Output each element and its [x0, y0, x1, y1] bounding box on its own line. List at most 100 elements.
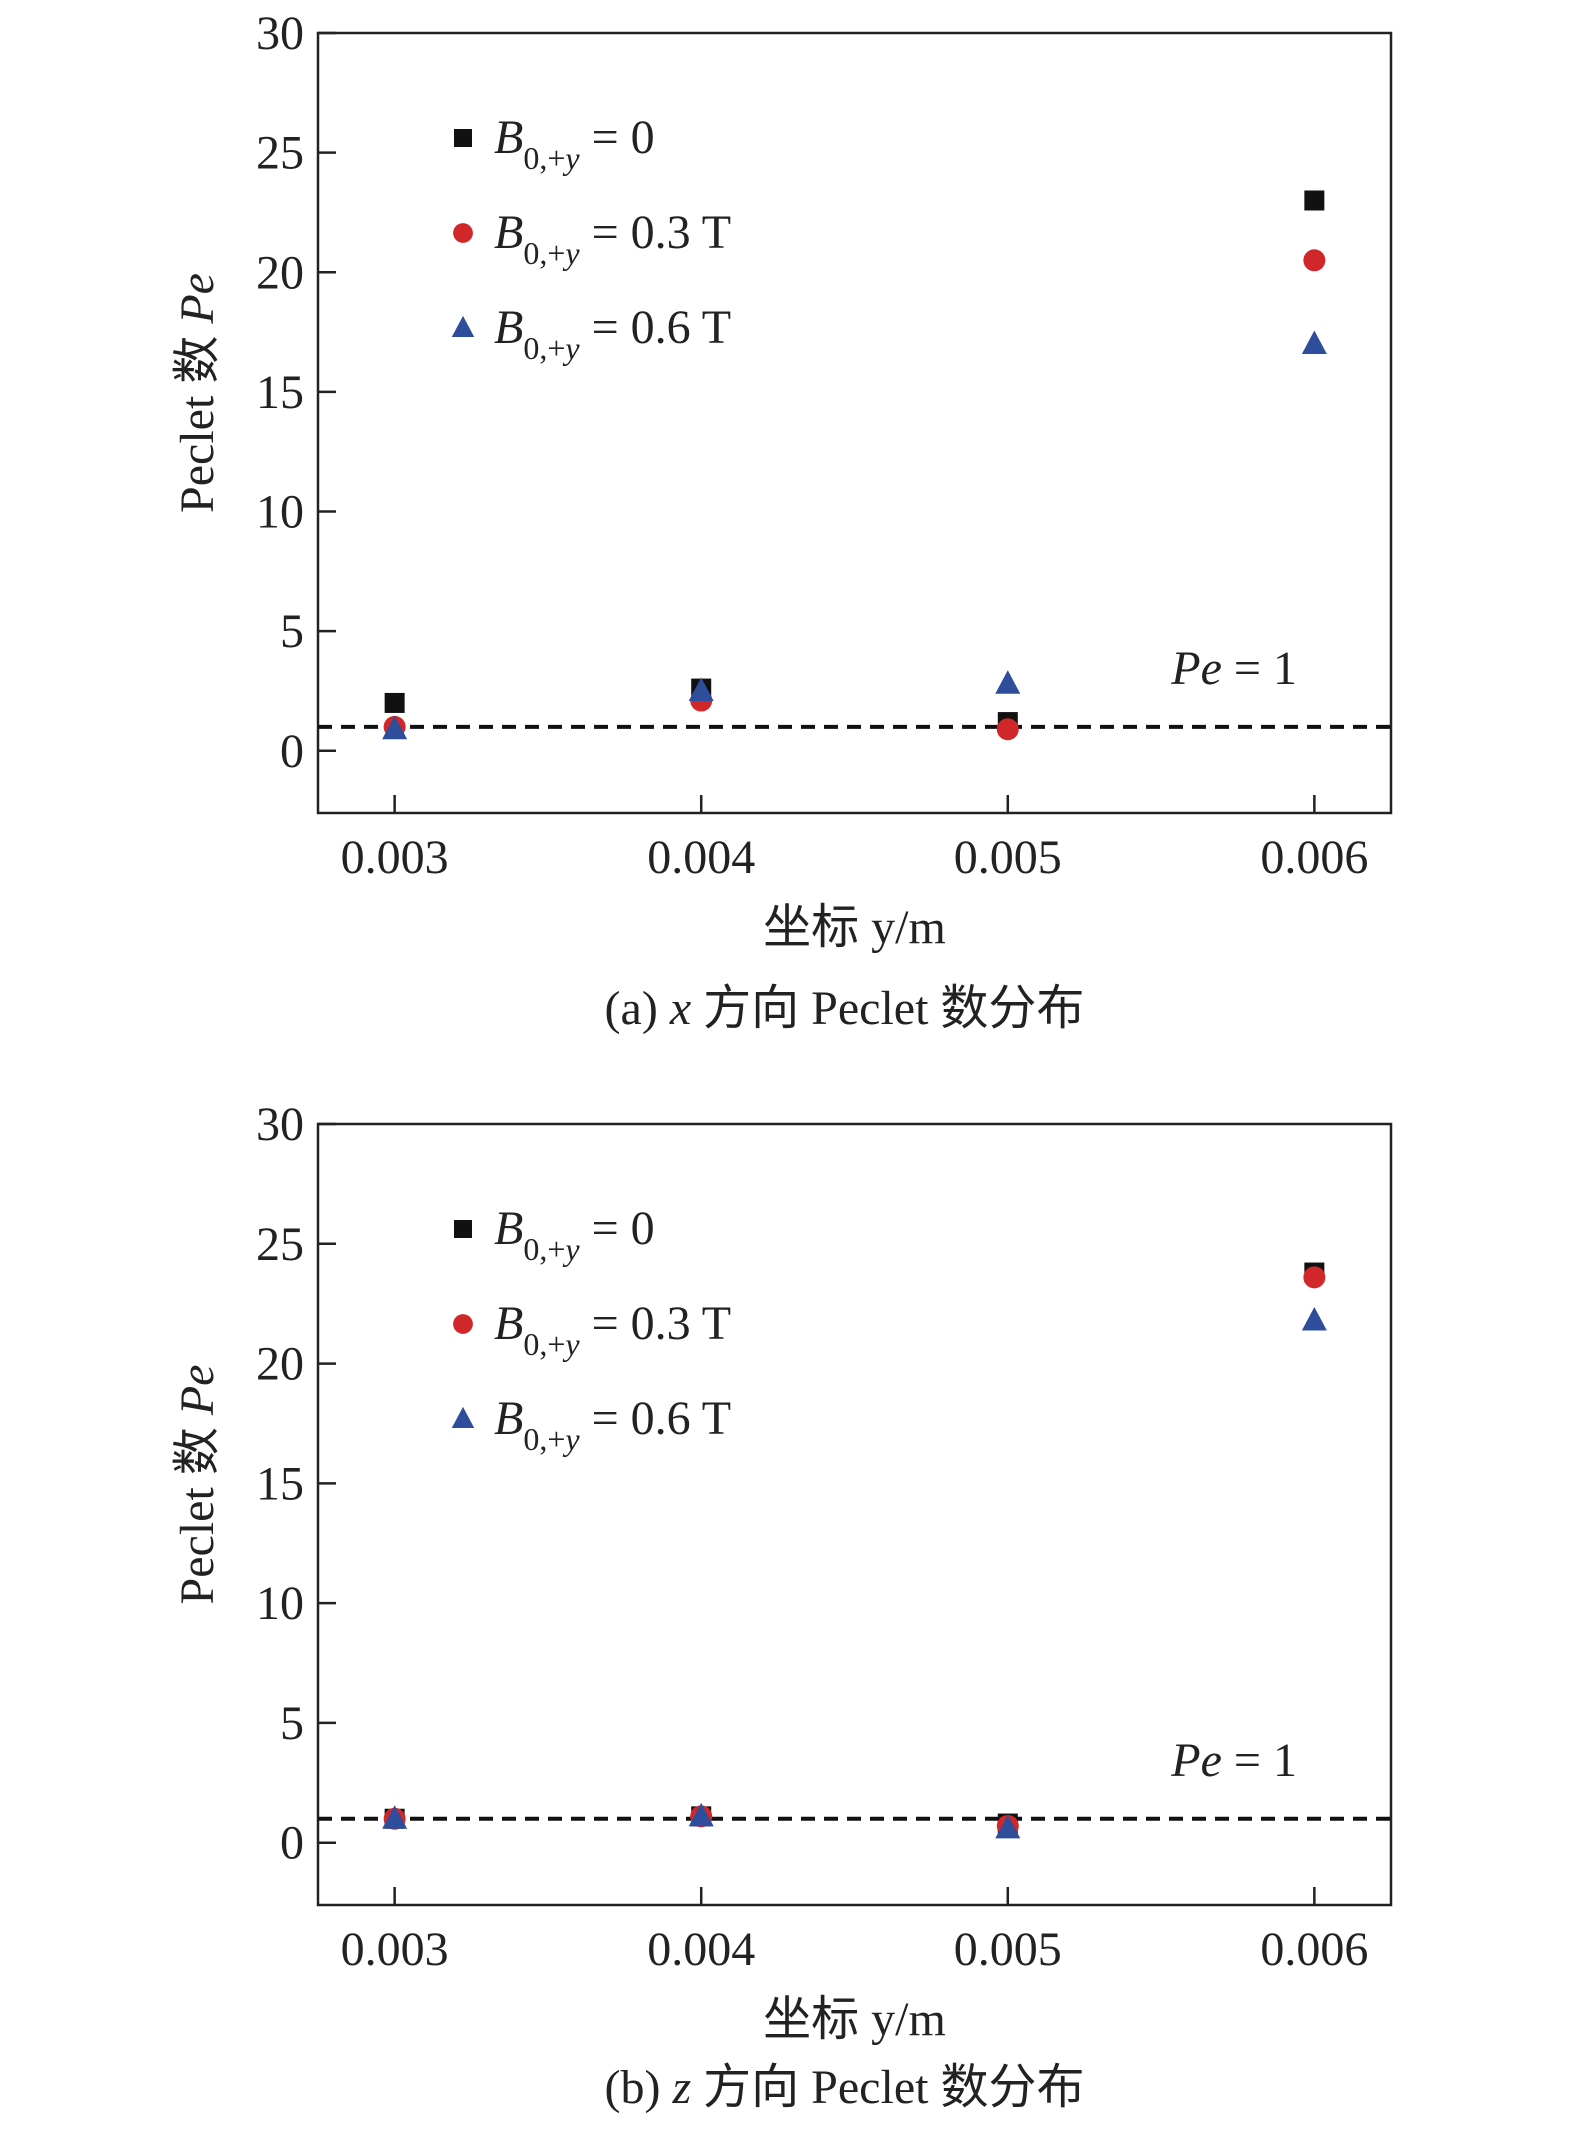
legend-symbol: B — [494, 206, 523, 259]
caption-var: z — [671, 2061, 691, 2114]
y-tick-label: 0 — [280, 1817, 304, 1870]
legend-label: B0,+y = 0.6 T — [494, 301, 731, 366]
x-tick-label: 0.003 — [341, 831, 449, 884]
data-point-triangle — [688, 677, 714, 701]
y-tick-label: 10 — [256, 486, 304, 539]
y-label-var: Pe — [171, 1365, 224, 1417]
plot-frame — [316, 31, 1393, 815]
y-tick-label: 30 — [256, 7, 304, 60]
legend-subscript: 0,+ — [523, 1231, 565, 1267]
legend-subscript: 0,+ — [523, 235, 565, 271]
legend-value: = 0 — [580, 1202, 655, 1255]
y-tick-label: 15 — [256, 1457, 304, 1510]
y-tick-label: 30 — [256, 1098, 304, 1151]
figure-caption: (a) x 方向 Peclet 数分布 — [605, 982, 1085, 1035]
caption-prefix: (a) — [605, 982, 670, 1035]
legend-subscript: 0,+ — [523, 330, 565, 366]
x-tick-label: 0.005 — [954, 1923, 1062, 1976]
data-point-triangle — [995, 1814, 1021, 1839]
legend-subscript-var: y — [562, 1326, 580, 1362]
x-tick-label: 0.003 — [341, 1923, 449, 1976]
data-point-triangle — [1301, 1306, 1327, 1331]
x-tick-label: 0.006 — [1260, 1923, 1368, 1976]
legend-item: B0,+y = 0 — [454, 111, 655, 176]
data-point-triangle — [382, 715, 408, 740]
legend-value: = 0.6 T — [580, 301, 732, 354]
legend-subscript-var: y — [562, 330, 580, 366]
legend-symbol: B — [494, 111, 523, 164]
legend-label: B0,+y = 0.3 T — [494, 1297, 731, 1362]
legend-label: B0,+y = 0.6 T — [494, 1392, 731, 1457]
legend-item: B0,+y = 0.6 T — [451, 1392, 731, 1457]
y-axis-label: Peclet 数 Pe — [171, 273, 224, 513]
plot-frame — [316, 1122, 1393, 1907]
legend-value: = 0.3 T — [580, 1297, 732, 1350]
y-axis-label: Peclet 数 Pe — [171, 1365, 224, 1605]
legend-value: = 0 — [580, 111, 655, 164]
legend-value: = 0.6 T — [580, 1392, 732, 1445]
legend-subscript: 0,+ — [523, 140, 565, 176]
x-axis-label: 坐标 y/m — [763, 1993, 946, 2046]
legend-subscript: 0,+ — [523, 1421, 565, 1457]
data-point-triangle — [995, 670, 1021, 694]
caption-var: x — [669, 982, 691, 1035]
legend-subscript-var: y — [562, 1421, 580, 1457]
caption-suffix: 方向 Peclet 数分布 — [691, 2061, 1084, 2114]
legend-subscript: 0,+ — [523, 1326, 565, 1362]
data-point-square — [384, 692, 405, 713]
reference-line-label: Pe = 1 — [1170, 1734, 1297, 1787]
legend-item: B0,+y = 0.3 T — [453, 1297, 731, 1362]
caption-prefix: (b) — [605, 2061, 673, 2114]
data-point-square — [1304, 190, 1325, 211]
data-point-triangle — [1301, 330, 1327, 355]
figure-caption: (b) z 方向 Peclet 数分布 — [605, 2061, 1085, 2114]
y-tick-label: 25 — [256, 1218, 304, 1271]
y-tick-label: 20 — [256, 1338, 304, 1391]
legend-item: B0,+y = 0.3 T — [453, 206, 731, 271]
reference-label-var: Pe — [1170, 642, 1222, 695]
y-tick-label: 20 — [256, 246, 304, 299]
legend-item: B0,+y = 0 — [454, 1202, 655, 1267]
data-point-circle — [1303, 1266, 1326, 1289]
caption-suffix: 方向 Peclet 数分布 — [691, 982, 1084, 1035]
legend-marker-circle — [453, 223, 473, 243]
x-tick-label: 0.006 — [1260, 831, 1368, 884]
legend-symbol: B — [494, 1202, 523, 1255]
legend-item: B0,+y = 0.6 T — [451, 301, 731, 366]
legend-symbol: B — [494, 1392, 523, 1445]
x-tick-label: 0.004 — [647, 831, 755, 884]
legend-symbol: B — [494, 1297, 523, 1350]
data-point-triangle — [688, 1802, 714, 1827]
data-point-triangle — [382, 1805, 408, 1829]
legend-subscript-var: y — [562, 1231, 580, 1267]
legend-marker-circle — [453, 1314, 473, 1334]
reference-label-var: Pe — [1170, 1734, 1222, 1787]
legend-label: B0,+y = 0.3 T — [494, 206, 731, 271]
x-tick-label: 0.005 — [954, 831, 1062, 884]
reference-label-rest: = 1 — [1222, 1734, 1297, 1787]
x-tick-label: 0.004 — [647, 1923, 755, 1976]
y-tick-label: 10 — [256, 1577, 304, 1630]
legend-value: = 0.3 T — [580, 206, 732, 259]
y-tick-label: 15 — [256, 366, 304, 419]
legend-label: B0,+y = 0 — [494, 111, 655, 176]
x-axis-label: 坐标 y/m — [763, 901, 946, 954]
legend-label: B0,+y = 0 — [494, 1202, 655, 1267]
data-point-circle — [1303, 249, 1326, 272]
y-tick-label: 5 — [280, 605, 304, 658]
y-tick-label: 25 — [256, 127, 304, 180]
y-label-text: Peclet 数 — [171, 1415, 224, 1604]
y-tick-label: 0 — [280, 725, 304, 778]
legend-marker-triangle — [451, 315, 475, 337]
y-tick-label: 5 — [280, 1697, 304, 1750]
data-point-circle — [996, 718, 1019, 741]
legend-subscript-var: y — [562, 140, 580, 176]
reference-label-rest: = 1 — [1222, 642, 1297, 695]
y-label-var: Pe — [171, 273, 224, 325]
legend-marker-square — [454, 1220, 472, 1238]
legend-symbol: B — [494, 301, 523, 354]
reference-line-label: Pe = 1 — [1170, 642, 1297, 695]
